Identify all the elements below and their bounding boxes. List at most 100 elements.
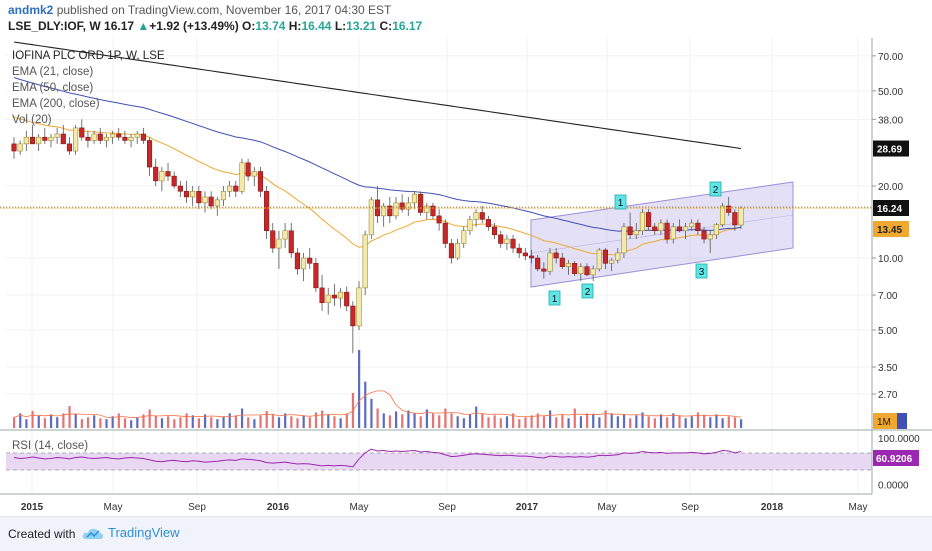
candle-body [584,266,590,276]
volume-bar [308,417,311,428]
candle-body [448,243,454,259]
candle-body [455,243,461,259]
volume-bar [80,419,83,428]
candle-body [319,287,325,303]
ema200-legend[interactable]: EMA (200, close) [12,98,100,110]
time-axis[interactable]: 2015 May Sep 2016 May Sep 2017 May Sep 2018 May [21,502,868,513]
rsi-legend[interactable]: RSI (14, close) [12,440,89,452]
volume-legend[interactable]: Vol (20) [12,114,52,126]
volume-bar [555,417,558,428]
price-tick-label: 70.00 [878,52,903,63]
wave-label: 2 [585,287,591,298]
volume-bar [407,410,410,428]
volume-bar [56,417,59,428]
wave-label-box [614,194,627,210]
candle-body [171,175,177,187]
price-tick-label: 50.00 [878,87,903,98]
volume-bar [518,419,521,428]
created-with-text: Created with [8,527,76,541]
low-label: L: [334,19,347,33]
volume-bar [622,414,626,428]
volume-bar [43,418,47,428]
volume-bar [672,413,675,428]
volume-bar [160,418,164,428]
volume-bar [333,416,336,428]
volume-bar [259,415,262,428]
candle-body [227,185,233,192]
candle-body [516,247,522,254]
candle-body [165,171,171,177]
volume-bar [468,414,472,428]
candle-body [301,257,307,270]
volume-bar [222,416,225,428]
ema21-legend[interactable]: EMA (21, close) [12,66,94,78]
candle-body [405,202,411,210]
time-tick-label: May [350,502,369,513]
candle-body [528,255,535,259]
volume-bar [364,381,367,428]
ema50-legend[interactable]: EMA (50, close) [12,82,94,94]
price-channel[interactable] [530,181,794,288]
volume-bar [721,418,724,428]
volume-bar [277,417,281,428]
ema200-line [13,41,742,150]
time-tick-label: 2015 [21,502,44,513]
volume-bar [419,416,422,428]
volume-bar [715,414,718,428]
candle-body [350,305,356,327]
candle-body [66,143,72,152]
wave-label-box [695,263,708,279]
volume-bar [610,413,613,428]
open-label: O: [242,19,256,33]
volume-bar [173,419,176,428]
axis-markers: 28.69 16.24 13.45 1M 60.9206 [873,140,919,466]
volume-bar [117,413,120,428]
volume-bar [99,418,102,428]
volume-bar [567,418,570,428]
symbol-name: LSE_DLY:IOF, W [8,19,101,33]
candle-body [510,238,516,249]
candle-body [393,202,399,217]
volume-bar [13,417,16,428]
candle-body [430,205,436,217]
volume-bar [167,416,170,428]
candle-body [79,127,85,138]
volume-bar [74,414,77,428]
candle-body [116,133,122,138]
tradingview-link[interactable]: TradingView [82,525,180,541]
volume-bar [154,415,157,428]
candle-body [683,226,689,231]
candle-body [479,212,485,220]
candle-body [553,252,559,259]
volume-bar [696,412,700,428]
candle-body [183,191,190,198]
candle-body [159,171,165,182]
volume-bar [493,415,496,428]
ema21-marker: 13.45 [877,225,902,236]
volume-bar [197,418,201,428]
volume-bar [253,419,256,428]
candle-body [522,252,528,257]
candle-body [442,222,448,244]
author-name[interactable]: andmk2 [8,3,54,17]
volume-bar [740,419,743,428]
volume-bar [370,398,373,428]
candle-body [42,136,48,141]
volume-bar [49,414,53,428]
volume-bar [536,413,539,428]
volume-bar [616,416,619,428]
rsi-band [6,453,872,470]
price-axis[interactable]: 70.00 50.00 38.00 20.00 10.00 7.00 5.00 3.50 2.7… [872,52,920,492]
publish-line: andmk2 published on TradingView.com, Nov… [8,3,391,17]
wave-label-box [548,290,561,306]
volume-bar [709,417,712,428]
candle-body [485,219,491,228]
candle-body [11,143,17,152]
rsi-tick-label: 0.0000 [878,481,909,492]
candle-body [467,219,473,231]
rsi-marker: 60.9206 [876,454,913,465]
candle-body [134,133,140,138]
price-chart[interactable]: 1 2 1 2 3 70.00 50.00 38.00 20.00 10.00 7.00 5… [0,0,932,516]
candle-body [110,133,116,138]
volume-bar [475,406,478,428]
